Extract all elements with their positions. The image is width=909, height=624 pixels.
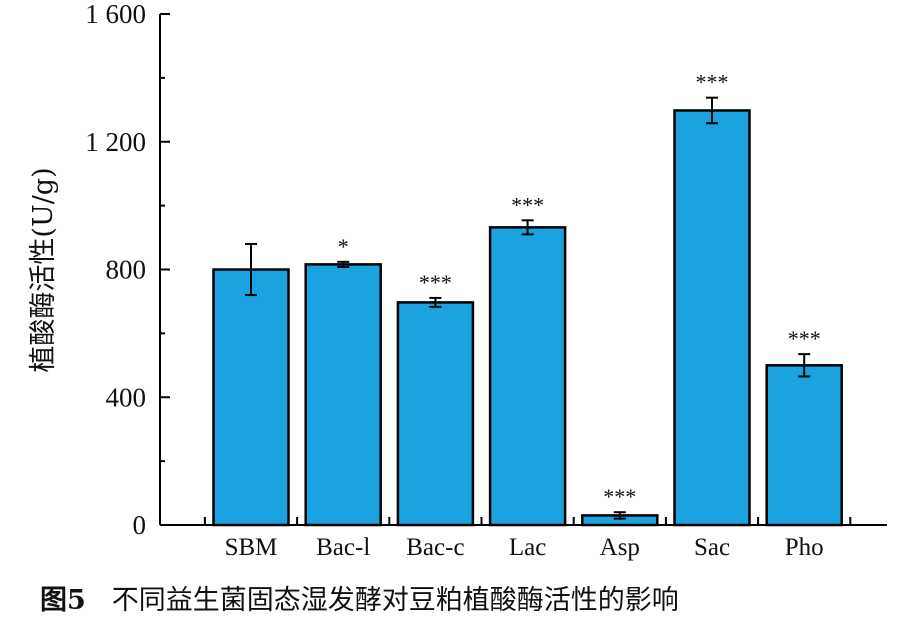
bar-Sac	[673, 109, 751, 527]
figure-number: 图5	[40, 585, 86, 616]
significance-Asp: ***	[603, 484, 636, 509]
significance-Bac-l: *	[338, 234, 349, 259]
bar-SBM	[212, 268, 290, 527]
category-label-Bac-l: Bac-l	[316, 534, 370, 561]
figure-caption-text: 不同益生菌固态湿发酵对豆粕植酸酶活性的影响	[111, 585, 679, 616]
bar-Lac	[488, 226, 567, 527]
y-tick-label: 1 600	[85, 0, 146, 29]
significance-Sac: ***	[696, 70, 729, 95]
significance-Bac-c: ***	[419, 270, 452, 295]
figure-caption: 图5 不同益生菌固态湿发酵对豆粕植酸酶活性的影响	[40, 578, 679, 617]
bars	[212, 109, 843, 527]
category-label-Asp: Asp	[600, 534, 640, 561]
category-labels: SBM Bac-l Bac-c Lac Asp Sac Pho	[225, 534, 824, 561]
significance-labels: ****************	[338, 70, 821, 510]
category-label-Lac: Lac	[509, 534, 546, 561]
y-tick-label: 800	[106, 255, 147, 285]
y-tick-label: 0	[133, 510, 147, 540]
category-label-Pho: Pho	[785, 534, 824, 561]
category-label-Sac: Sac	[694, 534, 730, 561]
error-bars	[245, 96, 811, 520]
category-label-SBM: SBM	[225, 534, 278, 561]
significance-Pho: ***	[788, 326, 821, 351]
bar-Bac-c	[396, 301, 475, 527]
category-label-Bac-c: Bac-c	[406, 534, 464, 561]
y-axis-label: 植酸酶活性(U/g)	[28, 167, 59, 372]
y-ticks: 0 400 800 1 200 1 600	[85, 0, 170, 540]
y-tick-label: 1 200	[85, 127, 146, 157]
bar-Bac-l	[304, 263, 382, 527]
y-tick-label: 400	[106, 382, 147, 412]
bar-Pho	[765, 364, 843, 527]
x-ticks	[203, 517, 852, 525]
significance-Lac: ***	[511, 192, 544, 217]
